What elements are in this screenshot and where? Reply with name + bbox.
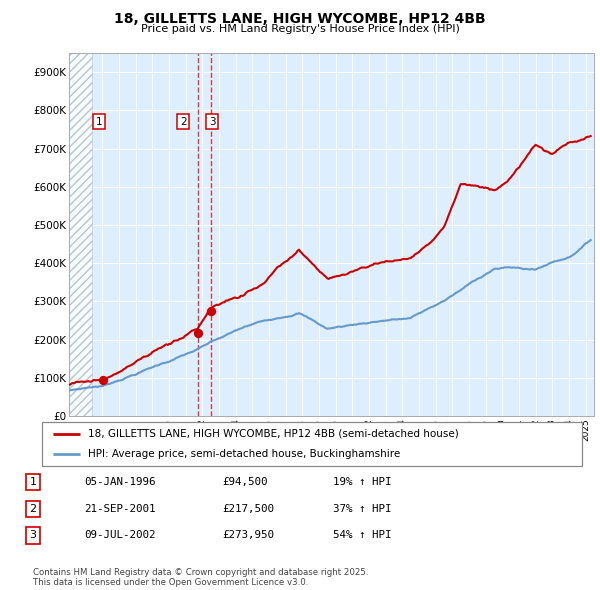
Text: 3: 3 xyxy=(29,530,37,540)
Text: Price paid vs. HM Land Registry's House Price Index (HPI): Price paid vs. HM Land Registry's House … xyxy=(140,24,460,34)
Text: 21-SEP-2001: 21-SEP-2001 xyxy=(84,504,155,514)
Text: 3: 3 xyxy=(209,117,215,127)
Text: £273,950: £273,950 xyxy=(222,530,274,540)
Text: 18, GILLETTS LANE, HIGH WYCOMBE, HP12 4BB: 18, GILLETTS LANE, HIGH WYCOMBE, HP12 4B… xyxy=(114,12,486,26)
Text: 1: 1 xyxy=(29,477,37,487)
Text: 2: 2 xyxy=(180,117,187,127)
Text: 54% ↑ HPI: 54% ↑ HPI xyxy=(333,530,392,540)
Text: 1: 1 xyxy=(95,117,103,127)
Text: £217,500: £217,500 xyxy=(222,504,274,514)
Text: Contains HM Land Registry data © Crown copyright and database right 2025.
This d: Contains HM Land Registry data © Crown c… xyxy=(33,568,368,587)
Text: 05-JAN-1996: 05-JAN-1996 xyxy=(84,477,155,487)
Polygon shape xyxy=(69,53,91,416)
Text: 2: 2 xyxy=(29,504,37,514)
Text: 18, GILLETTS LANE, HIGH WYCOMBE, HP12 4BB (semi-detached house): 18, GILLETTS LANE, HIGH WYCOMBE, HP12 4B… xyxy=(88,429,458,439)
FancyBboxPatch shape xyxy=(42,422,582,466)
Point xyxy=(98,375,107,385)
Point xyxy=(193,328,202,337)
Text: 09-JUL-2002: 09-JUL-2002 xyxy=(84,530,155,540)
Text: HPI: Average price, semi-detached house, Buckinghamshire: HPI: Average price, semi-detached house,… xyxy=(88,449,400,459)
Text: 37% ↑ HPI: 37% ↑ HPI xyxy=(333,504,392,514)
Text: 19% ↑ HPI: 19% ↑ HPI xyxy=(333,477,392,487)
Point xyxy=(206,307,216,316)
Text: £94,500: £94,500 xyxy=(222,477,268,487)
